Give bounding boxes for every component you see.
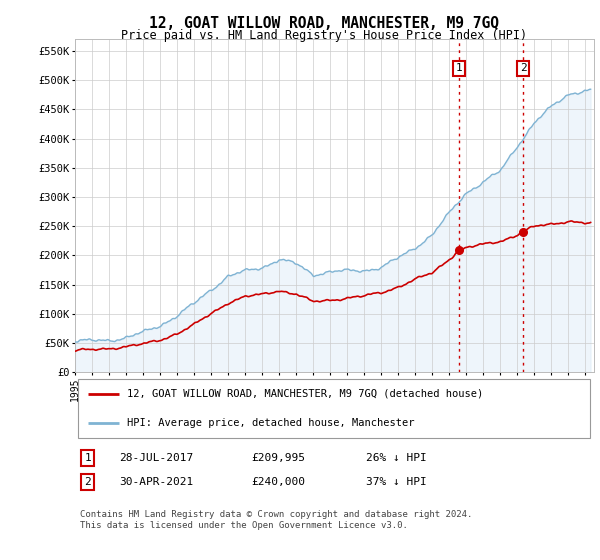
Text: 1: 1 xyxy=(455,63,463,73)
Text: 1: 1 xyxy=(85,453,91,463)
Text: 26% ↓ HPI: 26% ↓ HPI xyxy=(365,453,427,463)
Text: 2: 2 xyxy=(520,63,526,73)
Text: 2: 2 xyxy=(85,477,91,487)
Text: 12, GOAT WILLOW ROAD, MANCHESTER, M9 7GQ (detached house): 12, GOAT WILLOW ROAD, MANCHESTER, M9 7GQ… xyxy=(127,389,483,399)
Text: 28-JUL-2017: 28-JUL-2017 xyxy=(119,453,193,463)
Text: 30-APR-2021: 30-APR-2021 xyxy=(119,477,193,487)
Text: HPI: Average price, detached house, Manchester: HPI: Average price, detached house, Manc… xyxy=(127,418,415,428)
Text: £240,000: £240,000 xyxy=(251,477,305,487)
Text: £209,995: £209,995 xyxy=(251,453,305,463)
Text: Price paid vs. HM Land Registry's House Price Index (HPI): Price paid vs. HM Land Registry's House … xyxy=(121,29,527,42)
Text: Contains HM Land Registry data © Crown copyright and database right 2024.
This d: Contains HM Land Registry data © Crown c… xyxy=(80,510,473,530)
Text: 37% ↓ HPI: 37% ↓ HPI xyxy=(365,477,427,487)
Text: 12, GOAT WILLOW ROAD, MANCHESTER, M9 7GQ: 12, GOAT WILLOW ROAD, MANCHESTER, M9 7GQ xyxy=(149,16,499,31)
